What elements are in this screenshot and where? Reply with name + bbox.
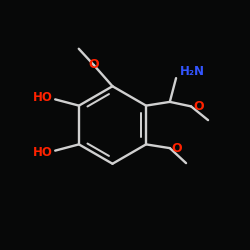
Text: H₂N: H₂N bbox=[180, 64, 205, 78]
Text: O: O bbox=[193, 100, 204, 113]
Text: HO: HO bbox=[33, 91, 53, 104]
Text: O: O bbox=[171, 142, 182, 154]
Text: O: O bbox=[88, 58, 99, 71]
Text: HO: HO bbox=[33, 146, 53, 159]
